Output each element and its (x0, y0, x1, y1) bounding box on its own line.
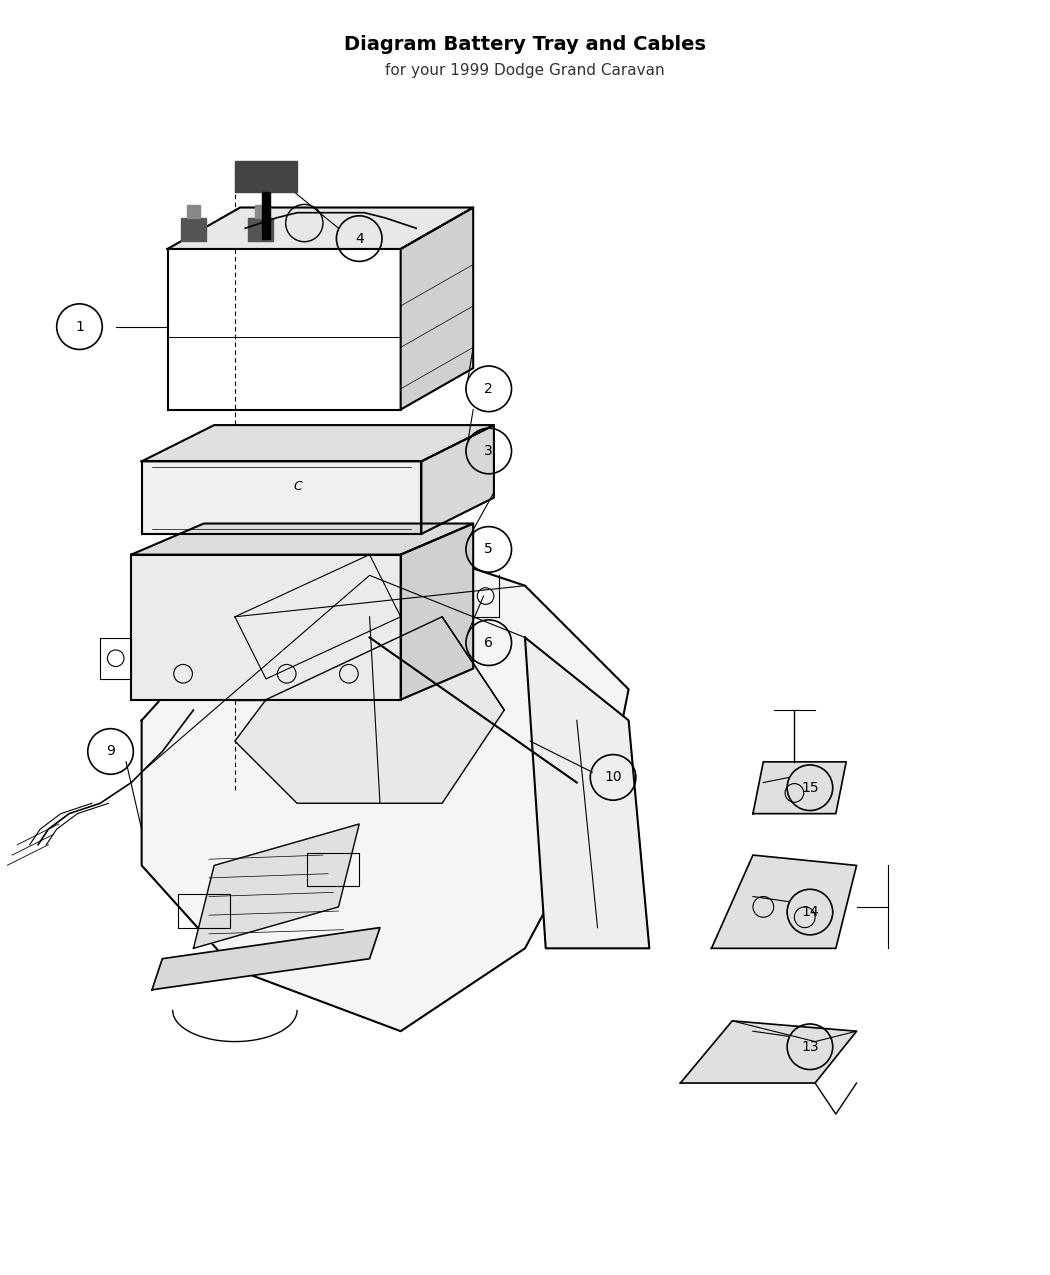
Bar (177, 895, 230, 928)
Polygon shape (235, 555, 401, 680)
Polygon shape (142, 534, 629, 1031)
Text: 15: 15 (801, 780, 819, 794)
Text: 3: 3 (484, 444, 493, 458)
Text: Diagram Battery Tray and Cables: Diagram Battery Tray and Cables (344, 36, 706, 54)
Polygon shape (152, 928, 380, 989)
Text: 10: 10 (604, 770, 622, 784)
Bar (254, 205, 267, 218)
Text: 2: 2 (484, 381, 493, 395)
Polygon shape (680, 1021, 857, 1082)
Polygon shape (142, 425, 493, 462)
Bar (261, 193, 270, 238)
Bar (249, 218, 273, 241)
Text: 1: 1 (75, 320, 84, 334)
Text: 13: 13 (801, 1040, 819, 1053)
Text: 5: 5 (484, 542, 493, 556)
Text: for your 1999 Dodge Grand Caravan: for your 1999 Dodge Grand Caravan (385, 62, 665, 78)
Bar (187, 205, 200, 218)
Text: 4: 4 (355, 232, 363, 246)
Text: 14: 14 (801, 905, 819, 919)
Polygon shape (421, 425, 493, 534)
Polygon shape (142, 462, 421, 534)
Polygon shape (168, 208, 474, 249)
Polygon shape (131, 555, 401, 700)
Text: C: C (294, 481, 302, 493)
Polygon shape (401, 524, 474, 700)
Polygon shape (753, 762, 846, 813)
Bar (181, 218, 206, 241)
Polygon shape (131, 524, 474, 555)
Text: 9: 9 (106, 745, 116, 759)
Polygon shape (235, 617, 504, 803)
Polygon shape (712, 856, 857, 949)
Bar (308, 853, 359, 886)
Polygon shape (401, 208, 474, 409)
Polygon shape (525, 638, 649, 949)
Bar (235, 161, 297, 193)
Text: 6: 6 (484, 636, 493, 650)
Polygon shape (193, 824, 359, 949)
